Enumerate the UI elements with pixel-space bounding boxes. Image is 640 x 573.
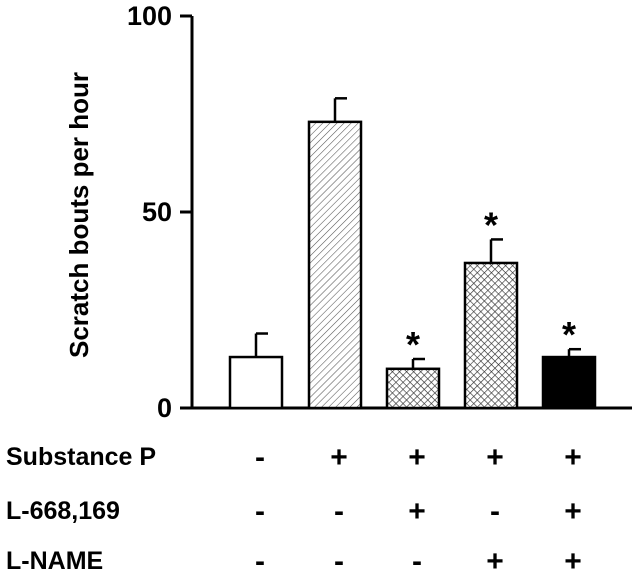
error-bars bbox=[254, 97, 581, 369]
bar bbox=[385, 367, 441, 410]
minus-sign: - bbox=[334, 545, 344, 573]
significance-markers: * * * bbox=[406, 204, 576, 365]
treatment-row-label: Substance P bbox=[6, 443, 156, 471]
y-ticks: 0 50 100 bbox=[127, 1, 192, 423]
significance-star: * bbox=[484, 204, 498, 245]
y-tick-label: 50 bbox=[142, 197, 172, 227]
plus-sign: + bbox=[564, 545, 582, 573]
significance-star: * bbox=[562, 314, 576, 355]
plus-sign: + bbox=[408, 495, 426, 528]
plus-sign: + bbox=[564, 441, 582, 474]
y-axis-label: Scratch bouts per hour bbox=[64, 72, 94, 358]
y-tick-label: 0 bbox=[157, 393, 172, 423]
treatment-row-label: L-668,169 bbox=[6, 497, 120, 525]
significance-star: * bbox=[406, 324, 420, 365]
plus-sign: + bbox=[564, 495, 582, 528]
plus-sign: + bbox=[486, 545, 504, 573]
minus-sign: - bbox=[255, 495, 265, 528]
bar bbox=[541, 355, 597, 410]
minus-sign: - bbox=[255, 441, 265, 474]
y-tick-label: 100 bbox=[127, 1, 172, 31]
plus-sign: + bbox=[486, 441, 504, 474]
treatment-row-label: L-NAME bbox=[6, 547, 103, 573]
plus-sign: + bbox=[330, 441, 348, 474]
bar bbox=[463, 261, 519, 410]
minus-sign: - bbox=[255, 545, 265, 573]
treatment-table: Substance P - + + + + L-668,169 - - + - + L-NAME - - - +… bbox=[6, 441, 582, 573]
bar bbox=[228, 355, 284, 410]
bar bbox=[307, 120, 363, 410]
bars bbox=[228, 120, 597, 410]
plus-sign: + bbox=[408, 441, 426, 474]
minus-sign: - bbox=[490, 495, 500, 528]
minus-sign: - bbox=[334, 495, 344, 528]
minus-sign: - bbox=[412, 545, 422, 573]
